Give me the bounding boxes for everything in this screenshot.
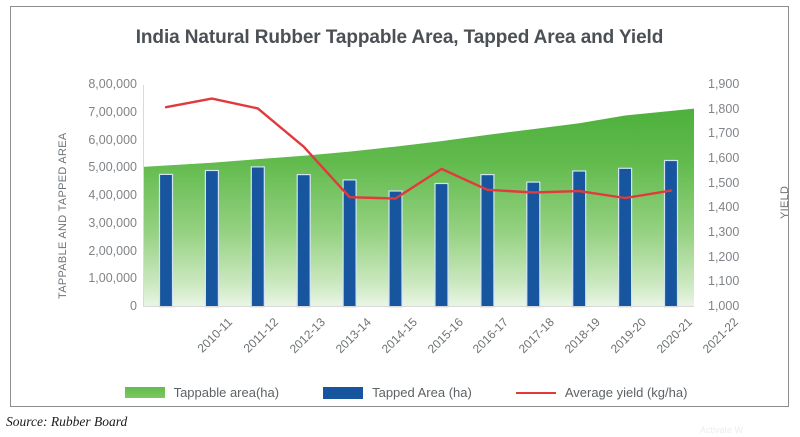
bar-2019-20 (572, 170, 587, 308)
y-axis-right-tick: 1,600 (708, 151, 740, 165)
x-axis-tick-label: 2014-15 (378, 315, 420, 357)
bar-2018-19 (526, 181, 541, 308)
x-axis-tick-label: 2011-12 (240, 315, 281, 356)
legend-label-tapped-area: Tapped Area (ha) (372, 385, 472, 400)
bar-2016-17 (434, 182, 449, 308)
y-axis-right-tick: 1,200 (708, 249, 740, 264)
legend-swatch-red-line-icon (515, 391, 556, 394)
plot-area (143, 85, 694, 308)
tappable-area-series (143, 108, 694, 307)
y-axis-left-tick: 4,00,000 (88, 188, 137, 202)
y-axis-left-tick: 6,00,000 (88, 132, 137, 147)
chart-title: India Natural Rubber Tappable Area, Tapp… (135, 27, 664, 48)
x-axis-tick-label: 2019-20 (608, 315, 650, 357)
x-axis-tick-label: 2016-17 (470, 315, 512, 357)
activation-watermark: Activate W (700, 425, 744, 435)
bar-2020-21 (618, 167, 633, 308)
legend-swatch-green-icon (124, 387, 165, 398)
legend-item-tappable-area: Tappable area(ha) (124, 385, 280, 400)
y-axis-right-tick: 1,000 (708, 299, 740, 313)
tapped-area-bars (158, 159, 679, 308)
legend-label-average-yield: Average yield (kg/ha) (564, 385, 688, 400)
bar-2010-11 (158, 173, 174, 308)
y-axis-right-tick: 1,500 (708, 175, 740, 190)
y-axis-left-tick: 1,00,000 (88, 271, 137, 286)
bar-2012-13 (250, 166, 265, 308)
y-axis-left-tick: 3,00,000 (88, 215, 137, 230)
bar-2011-12 (204, 169, 220, 308)
x-axis-tick-label: 2013-14 (332, 315, 374, 357)
y-axis-right-title: YIELD (779, 185, 791, 219)
legend-item-average-yield: Average yield (kg/ha) (515, 385, 688, 400)
x-axis-tick-label: 2012-13 (286, 315, 328, 357)
legend-item-tapped-area: Tapped Area (ha) (323, 385, 472, 400)
y-axis-left-tick: 2,00,000 (88, 243, 137, 258)
average-yield-line (164, 97, 673, 200)
x-axis-tick-label: 2017-18 (516, 315, 558, 357)
bar-2014-15 (342, 179, 357, 308)
y-axis-right-tick: 1,800 (708, 101, 740, 116)
chart-frame: India Natural Rubber Tappable Area, Tapp… (10, 6, 791, 407)
y-axis-left-tick: 8,00,000 (88, 77, 137, 91)
source-note: Source: Rubber Board (6, 414, 128, 429)
y-axis-right-tick: 1,700 (708, 126, 740, 141)
y-axis-right-tick: 1,400 (708, 200, 740, 215)
bar-2015-16 (388, 190, 403, 308)
y-axis-left-tick: 0 (130, 299, 137, 313)
y-axis-right-tick: 1,900 (708, 77, 740, 91)
x-axis-tick-label: 2021-22 (699, 315, 741, 357)
x-axis-tick-label: 2015-16 (424, 315, 466, 357)
y-axis-right-tick: 1,100 (708, 274, 740, 289)
legend-label-tappable-area: Tappable area(ha) (173, 385, 280, 400)
x-axis-tick-label: 2010-11 (194, 315, 236, 356)
x-axis-tick-label: 2020-21 (654, 315, 696, 357)
bar-2021-22 (663, 159, 679, 308)
chart-legend: Tappable area(ha) Tapped Area (ha) Avera… (11, 385, 800, 400)
y-axis-left-tick: 7,00,000 (88, 104, 137, 119)
y-axis-left-tick: 5,00,000 (88, 160, 137, 175)
legend-swatch-blue-icon (323, 386, 364, 399)
y-axis-right-tick: 1,300 (708, 225, 740, 239)
x-axis-tick-label: 2018-19 (562, 315, 604, 357)
